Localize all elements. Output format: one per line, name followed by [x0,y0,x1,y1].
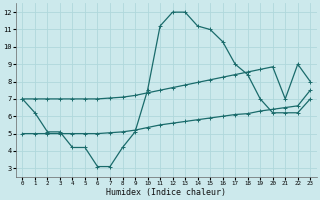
X-axis label: Humidex (Indice chaleur): Humidex (Indice chaleur) [106,188,226,197]
